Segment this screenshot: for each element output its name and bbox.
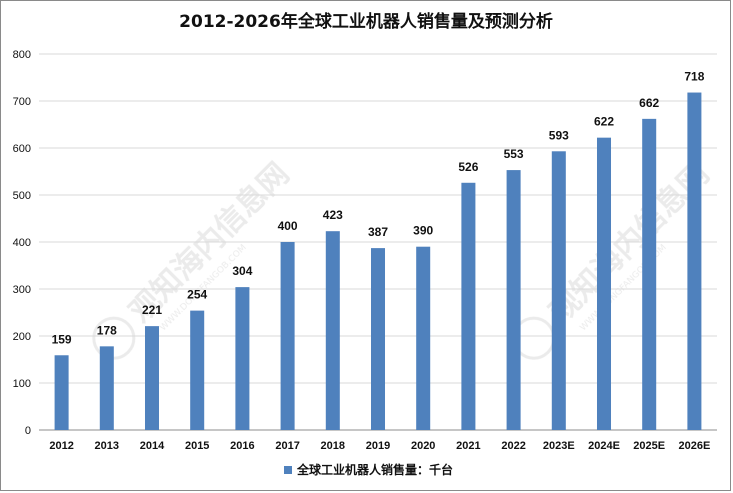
data-label: 390 (413, 224, 433, 238)
bar (54, 355, 69, 430)
x-tick-label: 2024E (588, 440, 620, 452)
x-tick-label: 2022 (501, 440, 525, 452)
x-tick-label: 2015 (185, 440, 209, 452)
watermark: 观知海内信息网 WWW.DONGFANGOB.COM 观知海内信息网 WWW.D… (92, 156, 716, 360)
x-tick-label: 2020 (411, 440, 435, 452)
data-label: 254 (187, 288, 207, 302)
y-tick-label: 0 (25, 425, 31, 437)
y-tick-label: 800 (13, 49, 31, 61)
bar (370, 248, 386, 430)
bar (99, 346, 114, 430)
bar (235, 287, 250, 430)
data-label: 553 (504, 147, 524, 161)
data-label: 400 (278, 219, 298, 233)
bar (687, 92, 702, 430)
data-label: 718 (684, 70, 704, 84)
bar (190, 310, 205, 430)
x-axis: 2012 2013 2014 2015 2016 2017 2018 2019 2020 2021… (49, 440, 710, 452)
x-tick-label: 2017 (275, 440, 299, 452)
data-label: 662 (639, 96, 659, 110)
y-tick-label: 300 (13, 284, 31, 296)
data-label: 159 (52, 332, 72, 346)
data-label: 387 (368, 225, 388, 239)
x-tick-label: 2012 (49, 440, 73, 452)
data-labels: 159 178 221 254 304 400 423 387 390 526 553 593 622 6… (52, 70, 705, 347)
x-tick-label: 2026E (678, 440, 710, 452)
data-label: 178 (97, 323, 117, 337)
x-tick-label: 2021 (456, 440, 480, 452)
x-tick-label: 2014 (140, 440, 165, 452)
bars (54, 92, 702, 431)
bar (280, 242, 295, 430)
y-tick-label: 600 (13, 143, 31, 155)
bar (506, 170, 521, 430)
bar (144, 326, 160, 430)
data-label: 526 (458, 160, 478, 174)
data-label: 622 (594, 115, 614, 129)
x-tick-label: 2013 (95, 440, 119, 452)
x-tick-label: 2019 (366, 440, 390, 452)
y-tick-label: 100 (13, 378, 31, 390)
bar (642, 118, 657, 431)
bar (325, 231, 340, 430)
y-tick-label: 700 (13, 96, 31, 108)
legend: 全球工业机器人销售量：千台 (284, 462, 453, 477)
data-label: 304 (232, 264, 252, 278)
legend-swatch (284, 466, 292, 474)
chart-title: 2012-2026年全球工业机器人销售量及预测分析 (179, 11, 553, 32)
y-tick-label: 200 (13, 331, 31, 343)
data-label: 593 (549, 128, 569, 142)
y-axis: 0 100 200 300 400 500 600 700 800 (13, 49, 31, 437)
bar (416, 246, 431, 430)
data-label: 423 (323, 208, 343, 222)
bar (461, 182, 476, 430)
y-tick-label: 500 (13, 190, 31, 202)
x-tick-label: 2023E (543, 440, 575, 452)
legend-label: 全球工业机器人销售量：千台 (296, 462, 453, 477)
y-tick-label: 400 (13, 237, 31, 249)
x-tick-label: 2025E (633, 440, 665, 452)
bar (551, 151, 566, 431)
x-tick-label: 2016 (230, 440, 254, 452)
data-label: 221 (142, 303, 162, 317)
bar (596, 137, 612, 430)
x-tick-label: 2018 (321, 440, 345, 452)
watermark-logo-icon (92, 316, 136, 360)
